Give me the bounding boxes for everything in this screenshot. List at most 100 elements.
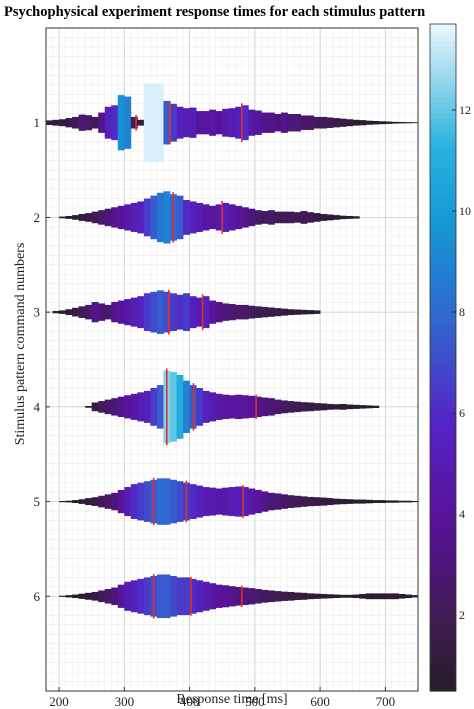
y-axis-label: Stimulus pattern command numbers: [13, 243, 28, 446]
histogram-bin: [59, 595, 66, 597]
colorbar-segment: [430, 207, 456, 214]
histogram-bin: [235, 394, 243, 420]
histogram-bin: [137, 482, 145, 521]
histogram-bin: [209, 583, 217, 610]
histogram-bin: [65, 595, 73, 598]
violin-pattern-4: [85, 368, 380, 446]
histogram-bin: [104, 304, 112, 320]
histogram-bin: [313, 403, 321, 411]
histogram-bin: [378, 500, 386, 504]
violin-pattern-2: [59, 191, 360, 244]
histogram-bin: [254, 589, 262, 604]
histogram-bin: [248, 305, 256, 319]
histogram-bin: [196, 202, 204, 232]
histogram-bin: [124, 487, 132, 517]
colorbar-segment: [430, 679, 456, 687]
histogram-bin: [280, 211, 288, 224]
histogram-bin: [372, 593, 380, 600]
histogram-bin: [59, 119, 66, 127]
histogram-bin: [104, 589, 112, 604]
histogram-bin: [267, 112, 275, 133]
histogram-bin: [117, 396, 125, 418]
colorbar-segment: [430, 24, 456, 31]
colorbar-segment: [430, 268, 456, 275]
colorbar-segment: [430, 162, 456, 170]
histogram-bin: [248, 588, 256, 605]
histogram-bin: [267, 210, 275, 225]
histogram-bin: [124, 204, 132, 231]
colorbar-segment: [430, 101, 456, 108]
colorbar-segment: [430, 29, 456, 36]
histogram-bin: [196, 580, 204, 613]
histogram-bin: [352, 404, 360, 409]
colorbar-segment: [430, 40, 456, 47]
colorbar-segment: [430, 646, 456, 653]
colorbar-segment: [430, 363, 456, 370]
histogram-bin: [359, 499, 367, 504]
histogram-bin: [287, 211, 295, 224]
histogram-bin: [228, 586, 236, 607]
histogram-bin: [222, 487, 230, 516]
histogram-bin: [124, 581, 132, 611]
violin-pattern-5: [59, 477, 419, 526]
colorbar-segment: [430, 235, 456, 242]
histogram-bin: [130, 297, 138, 327]
histogram-bin: [202, 487, 210, 517]
histogram-bin: [78, 593, 86, 599]
histogram-bin: [85, 304, 93, 320]
histogram-bin: [137, 119, 145, 126]
histogram-bin: [209, 109, 217, 136]
histogram-bin: [339, 403, 347, 410]
histogram-bin: [143, 83, 151, 162]
histogram-bin: [365, 593, 373, 600]
colorbar-segment: [430, 124, 456, 131]
histogram-bin: [235, 205, 243, 230]
colorbar-segment: [430, 74, 456, 81]
colorbar-segment: [430, 151, 456, 158]
histogram-bin: [346, 404, 354, 410]
histogram-bin: [261, 306, 269, 318]
histogram-bin: [202, 204, 210, 231]
histogram-bin: [98, 303, 106, 321]
histogram-bin: [117, 300, 125, 324]
colorbar-segment: [430, 212, 456, 220]
histogram-bin: [241, 395, 249, 419]
colorbar-segment: [430, 535, 456, 542]
histogram-bin: [333, 498, 341, 505]
histogram-bin: [98, 495, 106, 508]
histogram-bin: [189, 296, 197, 329]
histogram-bin: [85, 592, 93, 600]
colorbar-segment: [430, 179, 456, 186]
histogram-bin: [52, 119, 60, 126]
colorbar-segment: [430, 590, 456, 598]
histogram-bin: [117, 95, 125, 151]
histogram-bin: [150, 195, 158, 240]
colorbar-segment: [430, 513, 456, 520]
histogram-bin: [124, 299, 132, 326]
colorbar-segment: [430, 401, 456, 409]
histogram-bin: [320, 593, 328, 599]
histogram-bin: [313, 593, 321, 599]
histogram-bin: [78, 306, 86, 318]
colorbar-segment: [430, 240, 456, 247]
y-tick-label: 5: [34, 494, 41, 509]
histogram-bin: [352, 216, 360, 219]
colorbar-segment: [430, 246, 456, 253]
histogram-bin: [307, 212, 314, 223]
y-tick-label: 2: [34, 210, 41, 225]
colorbar-segment: [430, 507, 456, 514]
histogram-bin: [215, 488, 223, 515]
histogram-bin: [287, 591, 295, 601]
x-tick-label: 400: [180, 694, 200, 709]
histogram-bin: [294, 309, 301, 315]
histogram-bin: [307, 593, 314, 600]
colorbar-segment: [430, 368, 456, 375]
colorbar-segment: [430, 290, 456, 297]
histogram-bin: [189, 578, 197, 614]
histogram-bin: [137, 392, 145, 422]
colorbar-segment: [430, 112, 456, 120]
histogram-bin: [104, 106, 112, 139]
histogram-bin: [352, 499, 360, 504]
histogram-bin: [372, 120, 380, 125]
histogram-bin: [274, 591, 282, 602]
